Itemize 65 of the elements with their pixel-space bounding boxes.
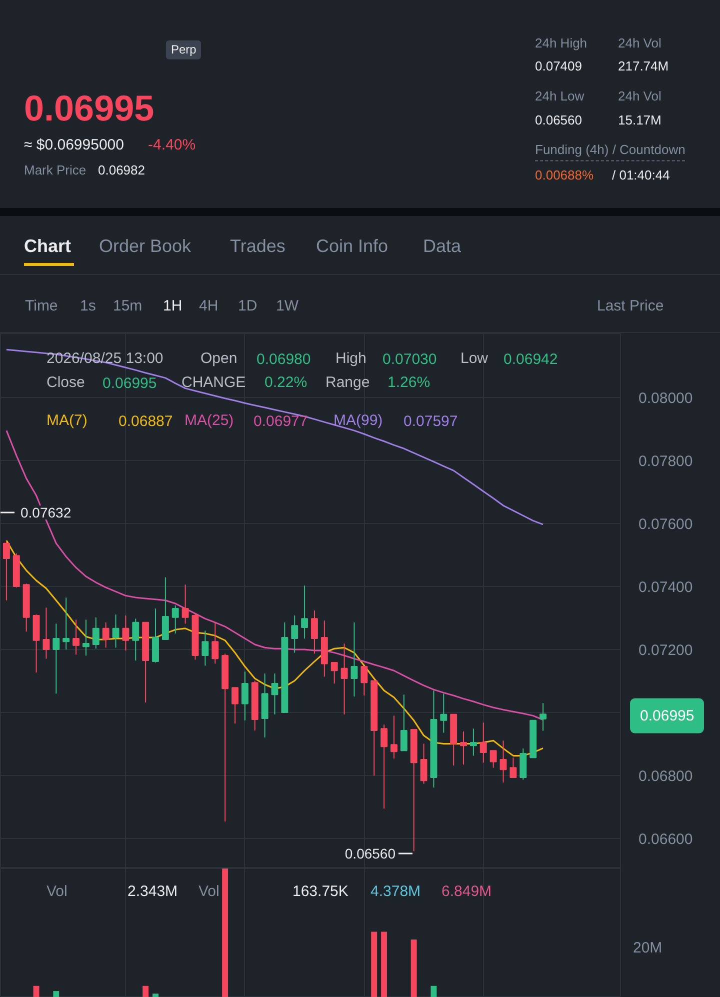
annotation: 6.849M (442, 883, 492, 900)
text: 0.06995 (24, 86, 154, 130)
text: Chart (24, 235, 72, 258)
text: 0.00688% (535, 166, 594, 185)
annotation: 1.26% (388, 374, 430, 391)
annotation: Vol (46, 883, 68, 900)
text: Time (25, 296, 58, 316)
text: ≈ $0.06995000 (24, 135, 124, 156)
annotation: 0.07597 (404, 413, 458, 430)
annotation: 4.378M (370, 883, 421, 900)
annotation: 0.06887 (118, 413, 173, 430)
series-label: MA(99) (334, 412, 383, 429)
text: 0.07409 (535, 58, 582, 76)
text: Mark Price (24, 162, 86, 180)
annotation: Low (460, 350, 488, 367)
annotation: High (336, 350, 366, 367)
annotation: 0.06980 (256, 351, 311, 368)
text: 24h Vol (618, 88, 662, 106)
annotation: 0.22% (264, 374, 308, 391)
y-tick-label: 0.06600 (638, 831, 693, 848)
annotation: 2.343M (128, 883, 178, 900)
annotation: 0.07030 (382, 351, 437, 368)
y-tick-label: 0.07400 (638, 579, 693, 596)
annotation: Vol (198, 883, 220, 900)
text: 0.06560 (535, 112, 582, 130)
text: -4.40% (148, 135, 196, 156)
text: 24h High (535, 34, 588, 53)
annotation: 163.75K (292, 883, 348, 900)
annotation: 0.06977 (254, 413, 308, 430)
annotation: Range (326, 374, 370, 391)
text: Funding (4h) / Countdown (535, 141, 686, 161)
text: 1D (238, 296, 258, 316)
text: Last Price (597, 296, 664, 316)
y-tick-label: 0.08000 (638, 390, 693, 407)
y-tick-label: 0.07200 (638, 642, 693, 660)
annotation: Close (46, 374, 85, 391)
text: Trades (230, 235, 286, 258)
text: 15m (113, 296, 142, 316)
annotation: 0.07632 (20, 504, 72, 520)
annotation: CHANGE (182, 374, 246, 391)
text: 24h Vol (618, 34, 662, 53)
text: 217.74M (618, 58, 669, 76)
text: Order Book (99, 235, 192, 258)
text: 20M (633, 938, 662, 958)
text: 0.06982 (98, 162, 145, 180)
y-tick-label: 0.06800 (638, 768, 693, 786)
annotation: 0.06995 (102, 375, 157, 392)
y-tick-label: 0.07800 (638, 452, 693, 470)
text: MA(7) (46, 412, 88, 429)
text: MA(25) (184, 412, 234, 429)
text: 24h Low (535, 88, 584, 106)
text: 1s (80, 296, 96, 316)
text: / 01:40:44 (612, 166, 670, 185)
text: 15.17M (618, 112, 662, 130)
annotation: 0.06942 (504, 351, 558, 368)
text: 4H (199, 296, 218, 316)
text: 1W (276, 296, 298, 316)
text: 1H (163, 296, 182, 316)
y-tick-label: 0.07600 (638, 516, 693, 533)
text: Coin Info (316, 235, 388, 258)
annotation: Open (200, 350, 238, 367)
text: Perp (166, 40, 202, 60)
text: 0.06995 (630, 698, 704, 734)
text: Data (423, 235, 462, 258)
annotation: 0.06560 (344, 846, 396, 862)
